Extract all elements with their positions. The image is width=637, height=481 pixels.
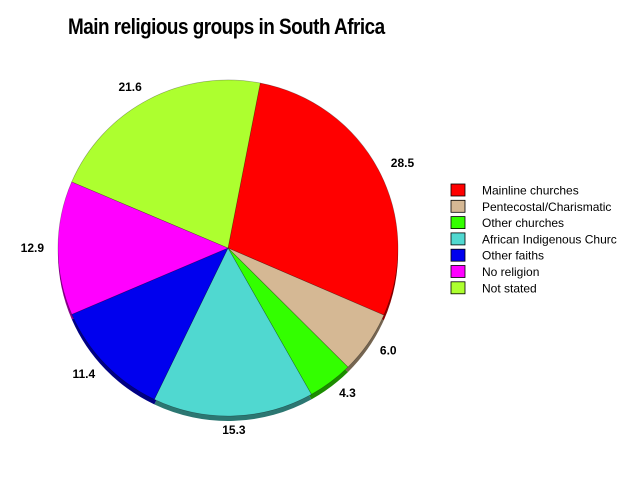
legend-label: Not stated — [482, 281, 537, 295]
chart-title: Main religious groups in South Africa — [68, 14, 385, 39]
pie-slice — [71, 79, 261, 249]
data-label: 6.0 — [380, 344, 397, 358]
legend: Mainline churches Pentecostal/Charismatic… — [450, 183, 617, 295]
legend-swatch — [450, 199, 466, 213]
legend-label: Other churches — [482, 216, 564, 230]
legend-swatch — [450, 183, 466, 197]
legend-swatch — [450, 232, 466, 246]
legend-label: Other faiths — [482, 249, 544, 263]
pie-slice — [227, 82, 399, 316]
legend-label: African Indigenous Churc — [482, 232, 617, 246]
legend-label: No religion — [482, 265, 539, 279]
data-label: 15.3 — [222, 423, 246, 437]
pie-slice — [57, 181, 229, 315]
pie-slice — [153, 247, 312, 417]
pie-slice — [71, 247, 229, 400]
data-label: 12.9 — [21, 241, 45, 255]
legend-label: Mainline churches — [482, 184, 579, 198]
data-label: 11.4 — [72, 367, 95, 381]
legend-swatch — [450, 281, 466, 295]
legend-swatch — [450, 216, 466, 230]
data-label: 4.3 — [339, 386, 356, 400]
legend-swatch — [450, 265, 466, 278]
pie-slice — [227, 247, 385, 368]
data-label: 28.5 — [391, 156, 415, 170]
pie-slice — [227, 247, 349, 395]
legend-swatch — [450, 248, 466, 262]
legend-label: Pentecostal/Charismatic — [482, 200, 611, 214]
data-label: 21.6 — [118, 80, 142, 94]
